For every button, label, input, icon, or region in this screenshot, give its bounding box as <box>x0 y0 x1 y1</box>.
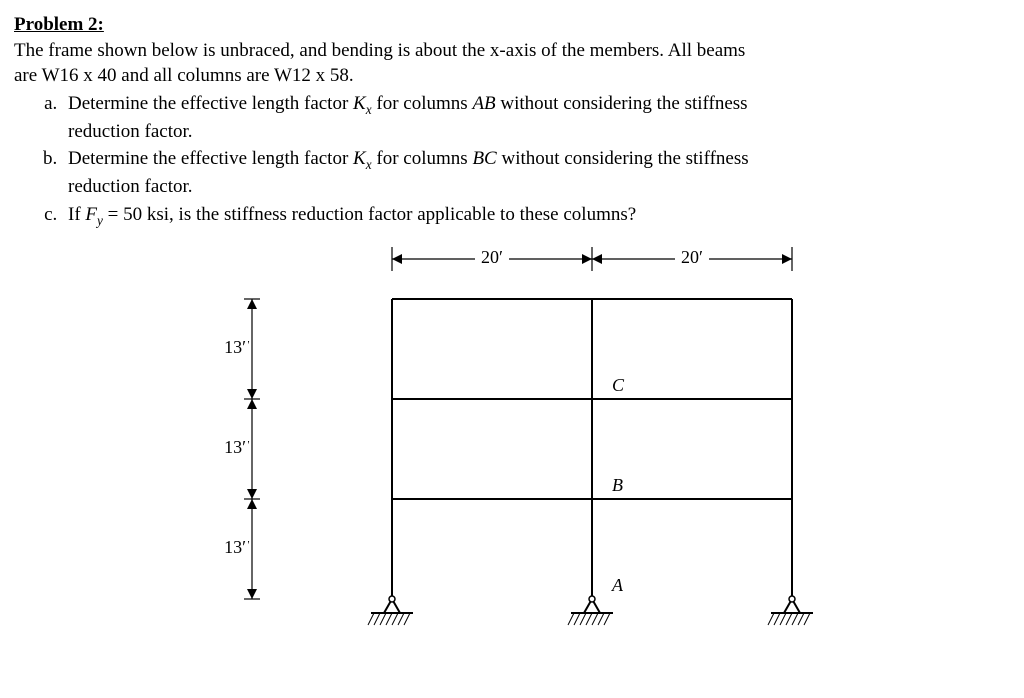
part-c: If Fy = 50 ksi, is the stiffness reducti… <box>62 202 1010 230</box>
svg-text:13′: 13′ <box>224 338 246 358</box>
intro-line-2: are W16 x 40 and all columns are W12 x 5… <box>14 65 354 86</box>
problem-parts-list: Determine the effective length factor Kx… <box>14 91 1010 229</box>
problem-heading: Problem 2: <box>14 14 104 35</box>
intro-line-1: The frame shown below is unbraced, and b… <box>14 40 745 61</box>
part-c-post: = 50 ksi, is the stiffness reduction fac… <box>103 204 636 225</box>
part-b-tail: without considering the stiffness <box>497 148 749 169</box>
part-b-post: for columns <box>372 148 473 169</box>
svg-text:13′: 13′ <box>224 538 246 558</box>
svg-text:20′: 20′ <box>681 248 703 268</box>
problem-heading-line: Problem 2: The frame shown below is unbr… <box>14 12 1010 89</box>
part-b-obj: BC <box>472 148 496 169</box>
part-a-obj: AB <box>472 93 495 114</box>
part-a-tail: without considering the stiffness <box>496 93 748 114</box>
part-b-tail2: reduction factor. <box>68 176 193 197</box>
part-c-pre: If <box>68 204 85 225</box>
part-b: Determine the effective length factor Kx… <box>62 146 1010 199</box>
svg-text:20′: 20′ <box>481 248 503 268</box>
frame-diagram: ABC20′20′20′20′13′13′13′13′13′13′ <box>132 239 892 649</box>
part-b-var: K <box>353 148 366 169</box>
part-a-var: K <box>353 93 366 114</box>
part-c-var: F <box>85 204 97 225</box>
part-a-post: for columns <box>372 93 473 114</box>
figure-container: ABC20′20′20′20′13′13′13′13′13′13′ <box>14 239 1010 649</box>
part-a-tail2: reduction factor. <box>68 121 193 142</box>
svg-text:C: C <box>612 376 625 396</box>
part-a-pre: Determine the effective length factor <box>68 93 353 114</box>
svg-text:13′: 13′ <box>224 438 246 458</box>
svg-text:B: B <box>612 476 623 496</box>
part-b-pre: Determine the effective length factor <box>68 148 353 169</box>
svg-text:A: A <box>611 576 624 596</box>
part-a: Determine the effective length factor Kx… <box>62 91 1010 144</box>
